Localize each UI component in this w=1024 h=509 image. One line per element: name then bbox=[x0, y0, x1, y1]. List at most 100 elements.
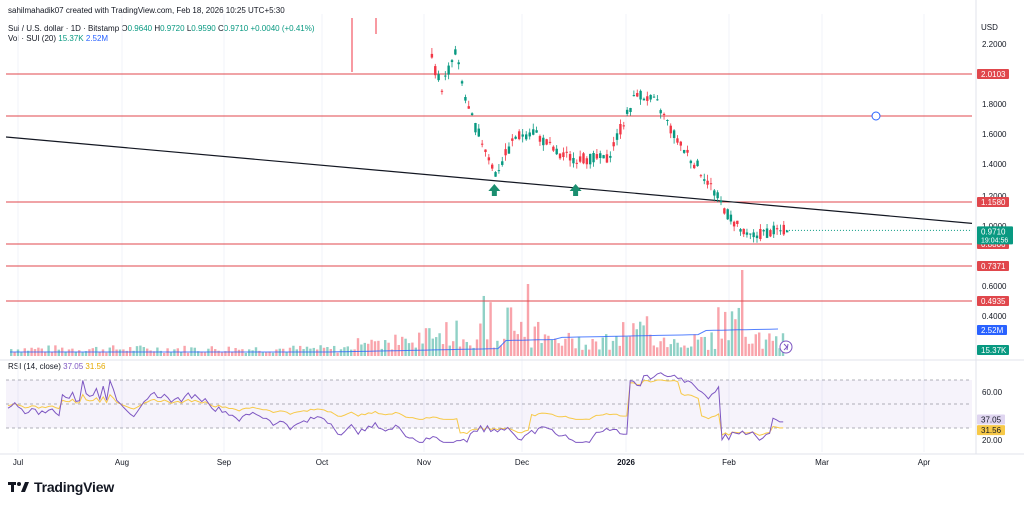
candle-body bbox=[450, 60, 454, 63]
volume-bar bbox=[275, 349, 278, 356]
candle-body bbox=[676, 138, 679, 143]
volume-bar bbox=[574, 348, 577, 356]
volume-bar bbox=[295, 349, 298, 356]
volume-bar bbox=[764, 339, 768, 356]
volume-bar bbox=[632, 323, 635, 356]
volume-bar bbox=[591, 339, 594, 356]
candle-body bbox=[572, 157, 575, 164]
volume-bar bbox=[169, 352, 173, 356]
candle-body bbox=[782, 224, 785, 235]
y-tick-label: 1.8000 bbox=[982, 100, 1007, 109]
price-badge bbox=[977, 226, 1013, 245]
volume-bar bbox=[479, 323, 482, 356]
candle-body bbox=[545, 139, 548, 145]
volume-bar bbox=[200, 351, 203, 356]
candle-body bbox=[659, 110, 662, 114]
volume-bar bbox=[139, 345, 142, 356]
candle-body bbox=[538, 136, 542, 142]
volume-bar bbox=[186, 352, 190, 356]
candle-body bbox=[609, 155, 612, 158]
candle-body bbox=[693, 164, 696, 169]
volume-label[interactable]: Vol · SUI (20) bbox=[8, 34, 57, 43]
volume-bar bbox=[720, 338, 723, 356]
volume-bar bbox=[251, 350, 254, 356]
volume-bar bbox=[618, 345, 621, 356]
rsi-line bbox=[7, 372, 784, 443]
candle-body bbox=[759, 228, 762, 240]
volume-bar bbox=[47, 345, 50, 356]
volume-bar bbox=[455, 320, 458, 356]
volume-bar bbox=[594, 341, 598, 356]
candle-body bbox=[672, 130, 676, 138]
tradingview-watermark[interactable]: TradingView bbox=[8, 479, 114, 495]
axis-currency: USD bbox=[981, 23, 998, 32]
candle-body bbox=[785, 230, 789, 233]
candle-body bbox=[568, 154, 572, 161]
volume-ma-badge bbox=[977, 325, 1007, 335]
up-arrow-icon bbox=[569, 184, 582, 196]
volume-bar bbox=[435, 337, 438, 356]
candle-body bbox=[558, 153, 562, 159]
volume-bar bbox=[662, 337, 666, 356]
candle-body bbox=[719, 200, 723, 203]
y-tick-label: 0.4000 bbox=[982, 312, 1007, 321]
volume-bar bbox=[625, 336, 628, 356]
rsi-badge-label: 37.05 bbox=[981, 416, 1002, 425]
volume-bar bbox=[394, 334, 397, 356]
volume-bar bbox=[33, 349, 37, 356]
volume-bar bbox=[220, 352, 224, 356]
x-tick-label: 2026 bbox=[617, 458, 635, 467]
candle-body bbox=[440, 90, 444, 92]
candle-body bbox=[521, 134, 524, 137]
volume-bar bbox=[601, 337, 604, 356]
symbol-name[interactable]: Sui / U.S. dollar · 1D · Bitstamp bbox=[8, 24, 120, 33]
volume-bar bbox=[360, 344, 363, 356]
candle-body bbox=[729, 214, 733, 222]
rsi-ma-value: 31.56 bbox=[85, 362, 106, 371]
level-badge bbox=[977, 69, 1009, 79]
volume-bar bbox=[452, 341, 455, 356]
volume-bar bbox=[652, 345, 655, 356]
rsi-label[interactable]: RSI (14, close) bbox=[8, 362, 61, 371]
volume-bar bbox=[775, 336, 778, 356]
candle-body bbox=[467, 106, 470, 109]
volume-bar bbox=[50, 352, 54, 356]
volume-bar bbox=[659, 341, 662, 356]
volume-bar bbox=[237, 349, 241, 356]
volume-bar bbox=[696, 339, 700, 356]
x-tick-label: Oct bbox=[316, 458, 329, 467]
candle-body bbox=[460, 81, 464, 84]
volume-bar bbox=[537, 321, 540, 356]
candle-body bbox=[726, 209, 729, 220]
candle-body bbox=[723, 208, 726, 214]
open-value: 0.9640 bbox=[127, 24, 153, 33]
volume-bar bbox=[499, 345, 502, 356]
volume-bar bbox=[560, 345, 564, 356]
candle-body bbox=[709, 183, 713, 185]
volume-bar bbox=[520, 321, 523, 356]
volume-bar bbox=[523, 336, 526, 356]
volume-bar bbox=[302, 349, 305, 356]
level-label: 1.1580 bbox=[981, 198, 1006, 207]
rsi-ma-badge-label: 31.56 bbox=[981, 426, 1002, 435]
volume-bar bbox=[329, 348, 332, 356]
volume-bar bbox=[737, 307, 740, 356]
alert-icon-glyph bbox=[783, 343, 789, 351]
volume-bar bbox=[271, 352, 275, 356]
volume-badge bbox=[977, 345, 1009, 355]
candle-body bbox=[582, 153, 585, 164]
volume-ma-value: 2.52M bbox=[85, 34, 109, 43]
candle-body bbox=[575, 162, 578, 164]
volume-bar bbox=[747, 343, 751, 356]
volume-bar bbox=[547, 335, 550, 356]
volume-bar bbox=[669, 344, 672, 356]
x-tick-label: Dec bbox=[515, 458, 529, 467]
candle-body bbox=[632, 95, 636, 97]
candle-body bbox=[599, 153, 602, 159]
candle-body bbox=[470, 113, 474, 116]
x-tick-label: Apr bbox=[918, 458, 931, 467]
volume-bar bbox=[615, 336, 618, 356]
volume-bar bbox=[683, 345, 686, 356]
alert-icon bbox=[779, 340, 793, 354]
